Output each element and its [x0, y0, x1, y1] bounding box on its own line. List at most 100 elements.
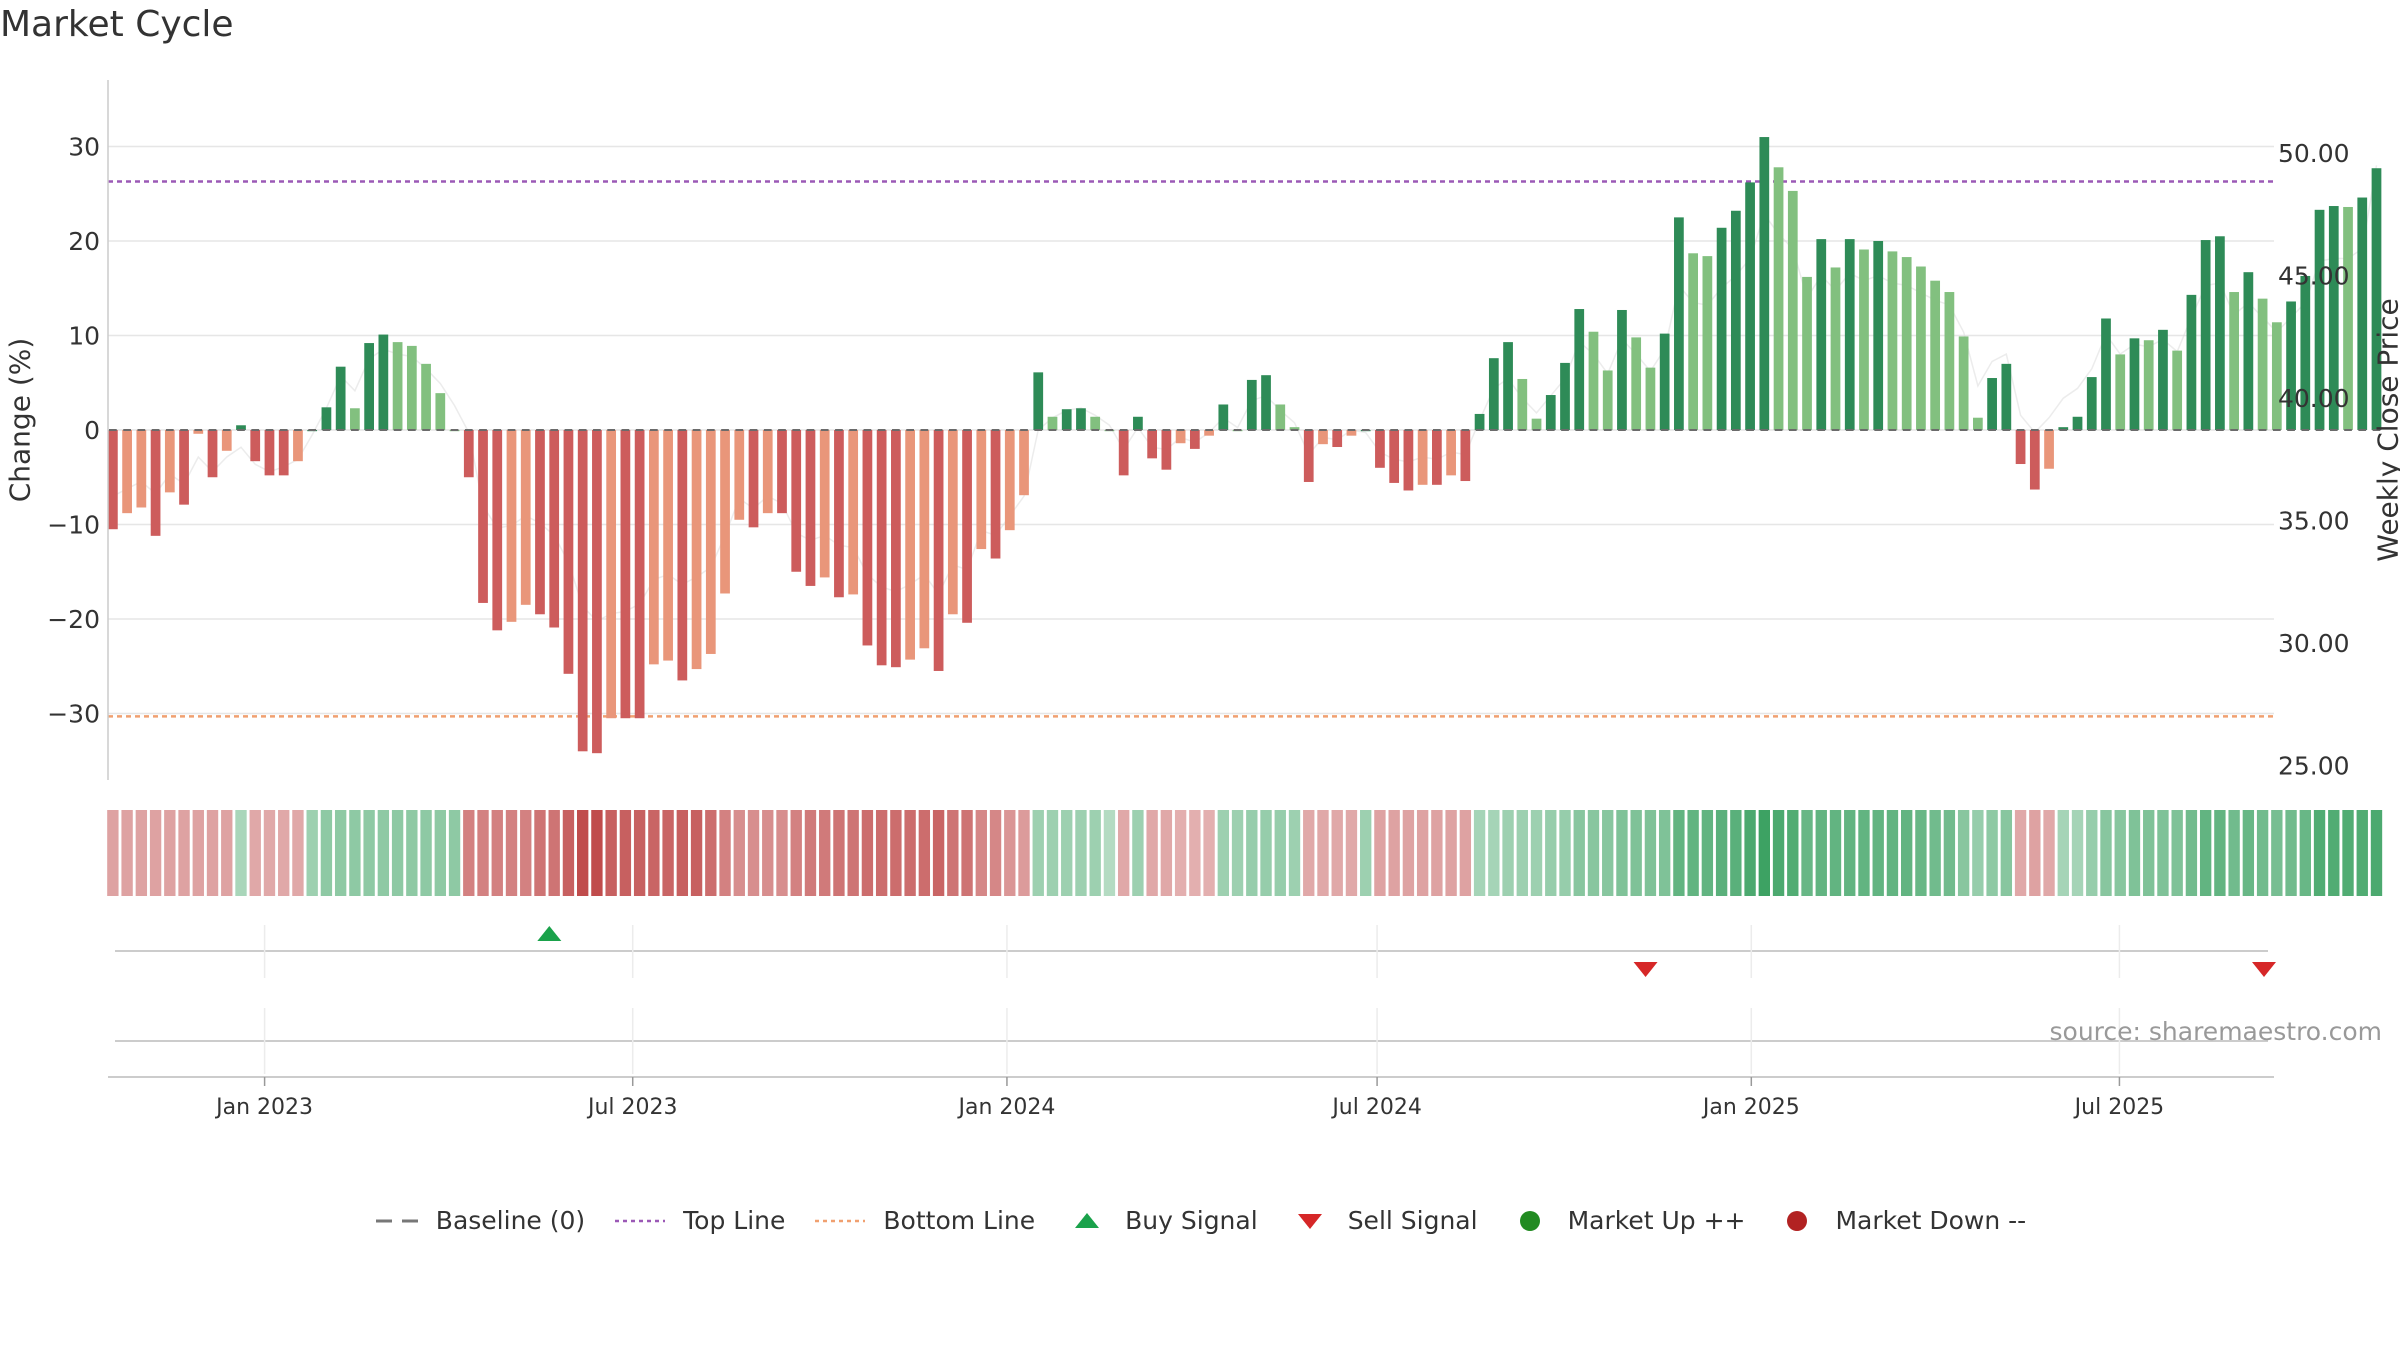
legend-triangle-down	[1297, 1213, 1322, 1229]
heat-cell	[932, 810, 945, 896]
heat-cell	[107, 810, 119, 896]
signal-panel	[115, 925, 2276, 1074]
change-bar	[2044, 430, 2054, 469]
heat-cell	[947, 810, 959, 896]
legend-swatch	[1297, 1213, 1322, 1229]
heat-cell	[2228, 810, 2240, 896]
heat-cell	[235, 810, 247, 896]
heat-cell	[1530, 810, 1543, 896]
change-bar	[592, 430, 602, 754]
change-bar	[1972, 417, 1983, 430]
change-bar	[1759, 137, 1770, 431]
change-bar	[663, 430, 673, 661]
change-bar	[122, 430, 132, 514]
change-bar	[563, 430, 574, 674]
change-bar	[392, 342, 403, 430]
heat-cell	[1687, 810, 1699, 896]
change-bar	[1047, 416, 1058, 430]
change-bar	[193, 430, 204, 434]
change-bar	[1161, 430, 1172, 470]
change-bar	[250, 430, 261, 462]
heat-cell	[1046, 810, 1059, 896]
change-bar	[1830, 267, 1841, 430]
change-bar	[278, 430, 289, 476]
heat-cell	[2071, 810, 2084, 896]
change-bar	[620, 430, 631, 719]
change-bar	[221, 430, 232, 451]
heat-cell	[420, 810, 432, 896]
legend-item: Market Down --	[1773, 1206, 2026, 1235]
heat-cell	[2299, 810, 2311, 896]
heat-cell	[762, 810, 774, 896]
change-bar	[421, 363, 431, 430]
change-bar	[1118, 430, 1129, 476]
y-tick-label: 20	[68, 227, 100, 256]
heat-cell	[1502, 810, 1514, 896]
heat-cell	[463, 810, 475, 896]
heat-cell	[1431, 810, 1443, 896]
change-bar	[848, 430, 859, 595]
cycle-heat-strip	[107, 810, 2383, 896]
y2-tick-label: 30.00	[2278, 629, 2350, 658]
change-bar	[1147, 430, 1158, 459]
change-bar	[748, 430, 759, 528]
change-bar	[1887, 251, 1898, 430]
heat-cell	[819, 810, 831, 896]
heat-cell	[833, 810, 845, 896]
change-bar	[2015, 430, 2026, 465]
heat-cell	[306, 810, 318, 896]
change-bar	[720, 430, 730, 594]
heat-cell	[2285, 810, 2297, 896]
change-bar	[492, 430, 503, 631]
change-bar	[1246, 379, 1257, 430]
reference-lines	[108, 180, 2274, 718]
heat-cell	[1274, 810, 1286, 896]
change-bar	[2243, 272, 2254, 430]
change-bar	[2357, 197, 2368, 430]
change-bar	[378, 334, 389, 430]
legend-label: Market Up ++	[1567, 1206, 1746, 1235]
axes: 30 20 10 0 −10 −20 −30 50.00 45.00 40.00 35.00 30.0…	[47, 80, 2350, 781]
legend-item: Sell Signal	[1286, 1206, 1478, 1235]
heat-cell	[1772, 810, 1785, 896]
change-bar	[136, 430, 147, 508]
heat-cell	[1174, 810, 1187, 896]
heat-cell	[2242, 810, 2255, 896]
change-bar	[648, 430, 659, 665]
heat-cell	[221, 810, 233, 896]
change-bar	[1303, 430, 1314, 482]
change-bar	[535, 430, 545, 615]
heat-cell	[1331, 810, 1343, 896]
change-bar	[364, 343, 374, 430]
heat-cell	[1360, 810, 1372, 896]
heat-cell	[2000, 810, 2013, 896]
heat-cell	[1715, 810, 1728, 896]
change-bar	[1432, 430, 1442, 485]
change-bar	[1702, 256, 1713, 430]
legend-item: Baseline (0)	[374, 1206, 585, 1235]
heat-cell	[263, 810, 276, 896]
change-bar	[506, 430, 517, 622]
heat-cell	[1858, 810, 1870, 896]
change-bar	[1716, 227, 1727, 430]
change-bar	[1674, 217, 1684, 430]
y-tick-label: −30	[47, 700, 100, 729]
y-tick-label: −20	[47, 605, 100, 634]
change-bar	[1033, 372, 1044, 430]
change-bar	[1745, 182, 1755, 430]
change-bar	[2101, 318, 2111, 430]
heat-cell	[1616, 810, 1628, 896]
heat-cell	[2356, 810, 2368, 896]
change-bar	[947, 430, 958, 615]
heat-cell	[406, 810, 418, 896]
y-tick-label: −10	[47, 511, 100, 540]
heat-cell	[804, 810, 817, 896]
heat-cell	[2100, 810, 2112, 896]
sell-signal-marker	[1633, 962, 1658, 977]
change-bar	[2300, 275, 2311, 430]
change-bar	[1645, 367, 1656, 430]
heat-cell	[2157, 810, 2169, 896]
heat-cell	[249, 810, 261, 896]
change-bar	[1816, 239, 1827, 430]
change-bar	[406, 345, 417, 430]
